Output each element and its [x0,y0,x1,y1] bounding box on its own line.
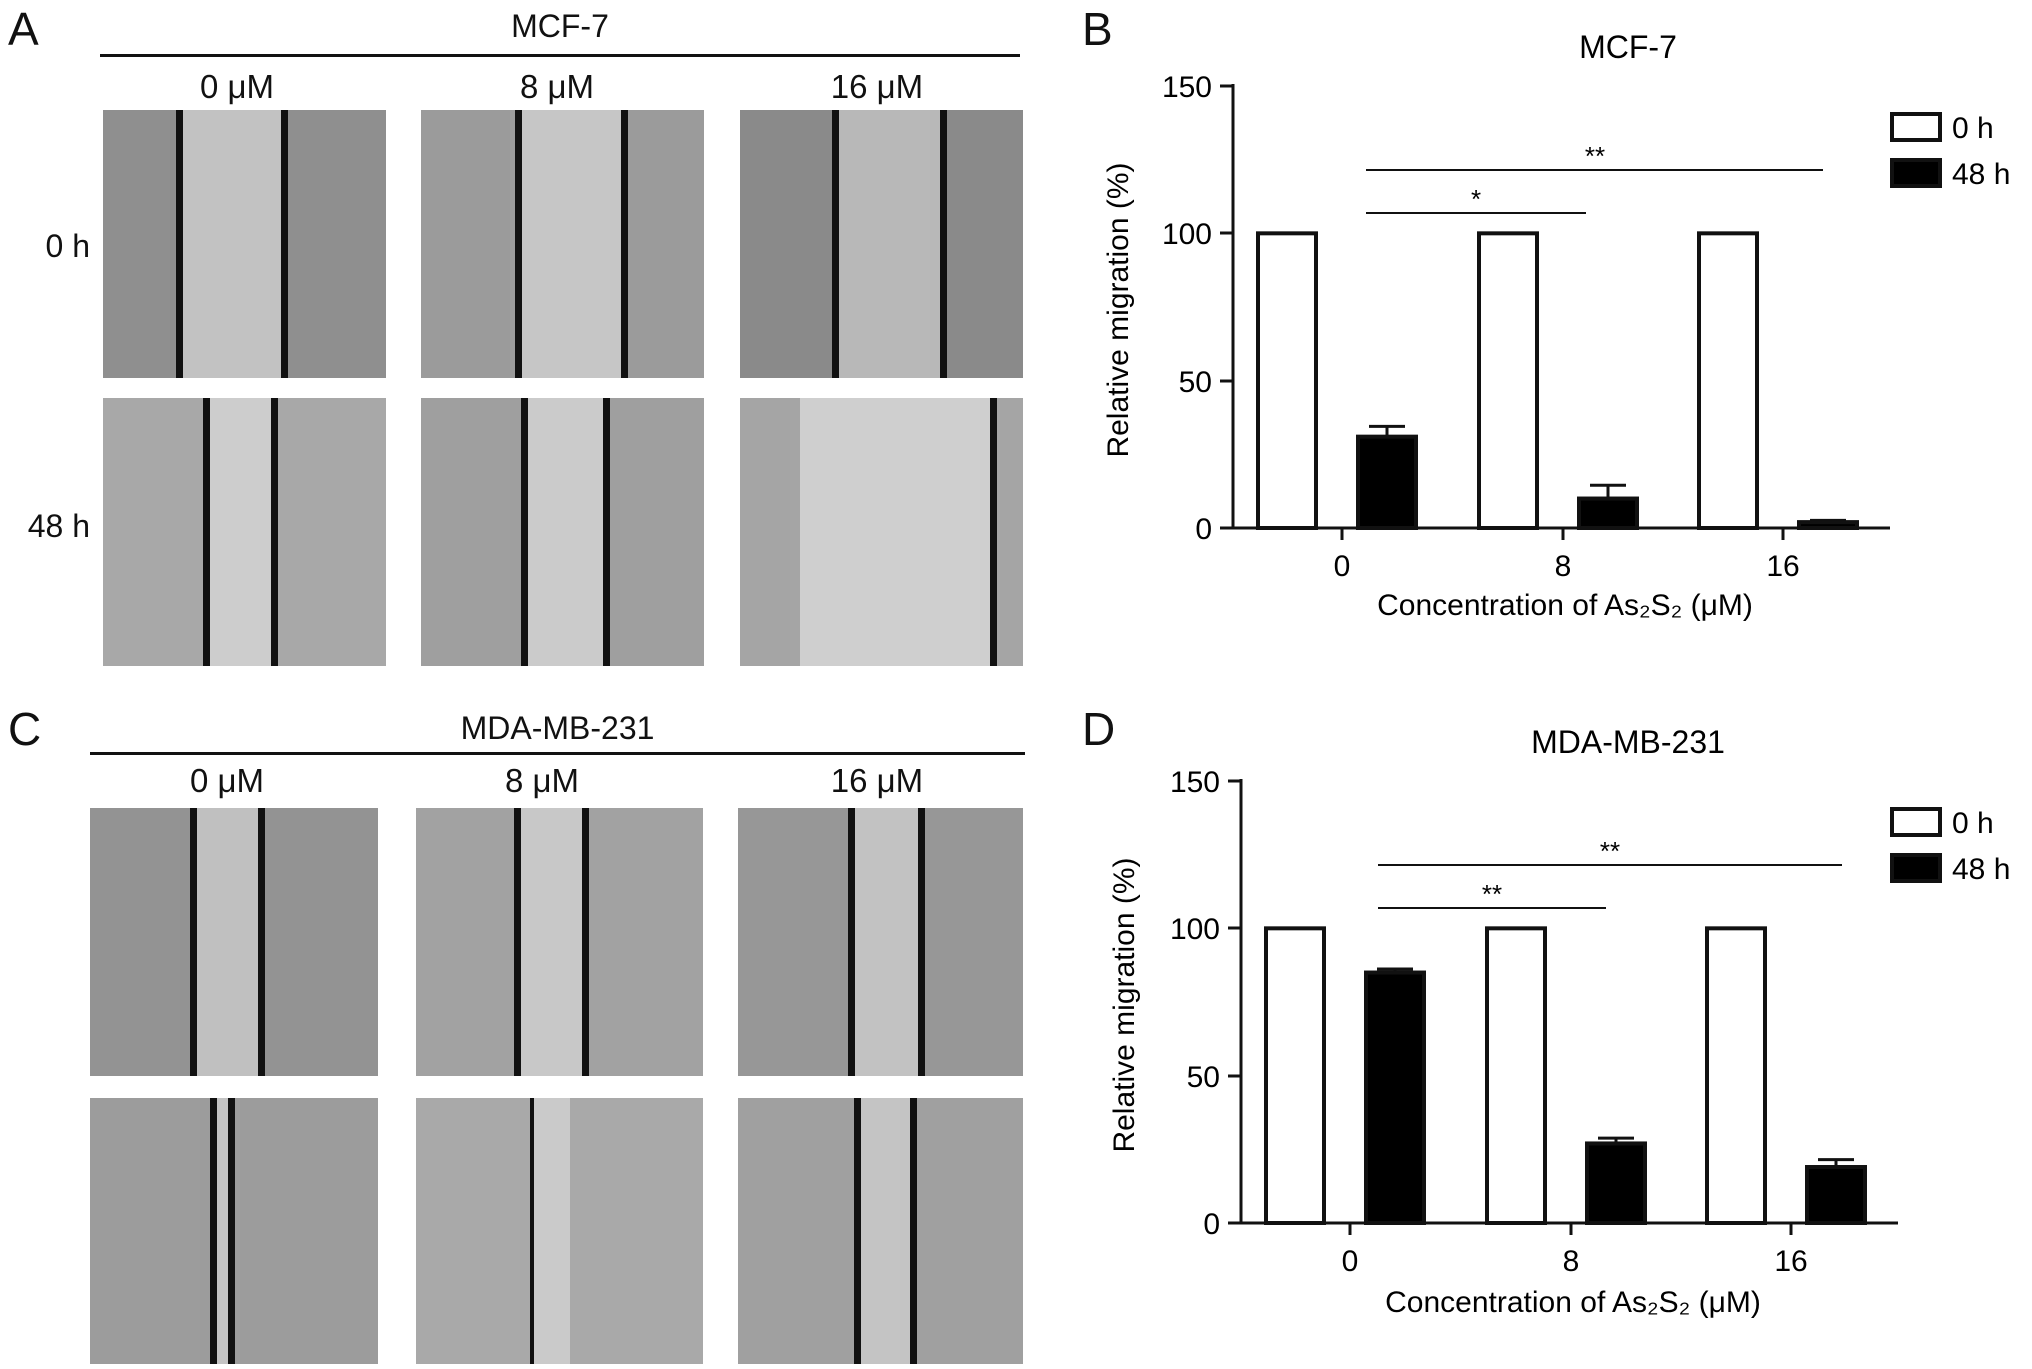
legend-label-48h: 48 h [1952,853,2010,886]
micrograph-mda-16um-0h [738,808,1023,1076]
panel-a-row-header: 48 h [27,508,90,544]
micrograph-mda-8um-48h [416,1098,703,1364]
panel-a-row-header: 0 h [45,228,90,264]
panel-c-col-header: 16 μM [830,762,924,799]
chart-d-ytick: 50 [1187,1061,1220,1094]
chart-d: MDA-MB-231 150 100 50 0 0 8 16 Concentra… [1108,724,2010,1319]
chart-b-ylabel: Relative migration (%) [1102,162,1135,457]
bar-0h-16 [1705,926,1767,1225]
chart-b-xtick: 16 [1766,550,1799,583]
chart-d-xtick: 8 [1563,1245,1580,1278]
chart-d-sig-label: ** [1482,879,1502,909]
panel-a-cell-line: MCF-7 [511,8,609,44]
bar-48h-16 [1797,520,1859,530]
micrograph-mcf7-0um-48h [103,398,386,666]
micrograph-mda-0um-0h [90,808,378,1076]
chart-d-ytick: 100 [1170,913,1220,946]
legend-label-0h: 0 h [1952,112,1994,145]
bar-0h-8 [1485,926,1547,1225]
panel-letter-d: D [1082,703,1116,755]
bar-0h-8 [1477,231,1539,530]
chart-b-title: MCF-7 [1579,29,1677,65]
panel-letter-b: B [1082,3,1113,55]
panel-a-header-rule [100,54,1020,57]
micrograph-mcf7-8um-0h [421,110,704,378]
bar-0h-16 [1697,231,1759,530]
panel-a-col-header: 16 μM [830,68,924,105]
micrograph-mcf7-16um-0h [740,110,1023,378]
bar-48h-16 [1805,1165,1867,1226]
bar-48h-8 [1585,1141,1647,1225]
micrograph-mda-0um-48h [90,1098,378,1364]
panel-a-col-header: 0 μM [199,68,275,105]
chart-d-bars [1264,926,1867,1226]
panel-letter-c: C [8,703,42,755]
chart-d-ylabel: Relative migration (%) [1108,857,1141,1152]
chart-d-ytick: 150 [1170,766,1220,799]
legend-swatch-48h [1890,853,1942,883]
micrograph-mcf7-8um-48h [421,398,704,666]
panel-c-col-header: 0 μM [189,762,265,799]
chart-d-xtick: 16 [1774,1245,1807,1278]
bar-48h-0 [1364,970,1426,1225]
legend-swatch-0h [1890,807,1942,837]
panel-c-cell-line: MDA-MB-231 [460,710,655,746]
chart-d-sig-label: ** [1600,836,1620,866]
chart-d-xlabel: Concentration of As₂S₂ (μM) [1385,1286,1761,1319]
chart-b-xtick: 8 [1555,550,1572,583]
legend-label-0h: 0 h [1952,807,1994,840]
micrograph-mcf7-16um-48h [740,398,1023,666]
bar-48h-8 [1577,496,1639,530]
legend-swatch-0h [1890,112,1942,142]
bar-0h-0 [1264,926,1326,1225]
chart-b-sig-label: ** [1585,141,1605,171]
panel-c-header-rule [90,752,1025,755]
chart-b: MCF-7 150 100 50 0 0 8 16 Concentration … [1102,29,2010,622]
panel-a-col-header: 8 μM [519,68,595,105]
chart-b-xlabel: Concentration of As₂S₂ (μM) [1377,589,1753,622]
chart-d-xtick: 0 [1342,1245,1359,1278]
micrograph-mda-8um-0h [416,808,703,1076]
chart-b-xtick: 0 [1334,550,1351,583]
chart-b-ytick: 0 [1195,513,1212,546]
chart-b-sig-label: * [1471,184,1481,214]
chart-b-ytick: 150 [1162,71,1212,104]
chart-b-ytick: 50 [1179,366,1212,399]
legend-label-48h: 48 h [1952,158,2010,191]
chart-b-ytick: 100 [1162,218,1212,251]
chart-d-title: MDA-MB-231 [1531,724,1725,760]
micrograph-mcf7-0um-0h [103,110,386,378]
legend-swatch-48h [1890,158,1942,188]
chart-d-ytick: 0 [1203,1208,1220,1241]
panel-c-col-header: 8 μM [504,762,580,799]
panel-letter-a: A [8,3,39,55]
chart-b-bars [1256,231,1859,530]
bar-48h-0 [1356,434,1418,530]
micrograph-mda-16um-48h [738,1098,1023,1364]
bar-0h-0 [1256,231,1318,530]
